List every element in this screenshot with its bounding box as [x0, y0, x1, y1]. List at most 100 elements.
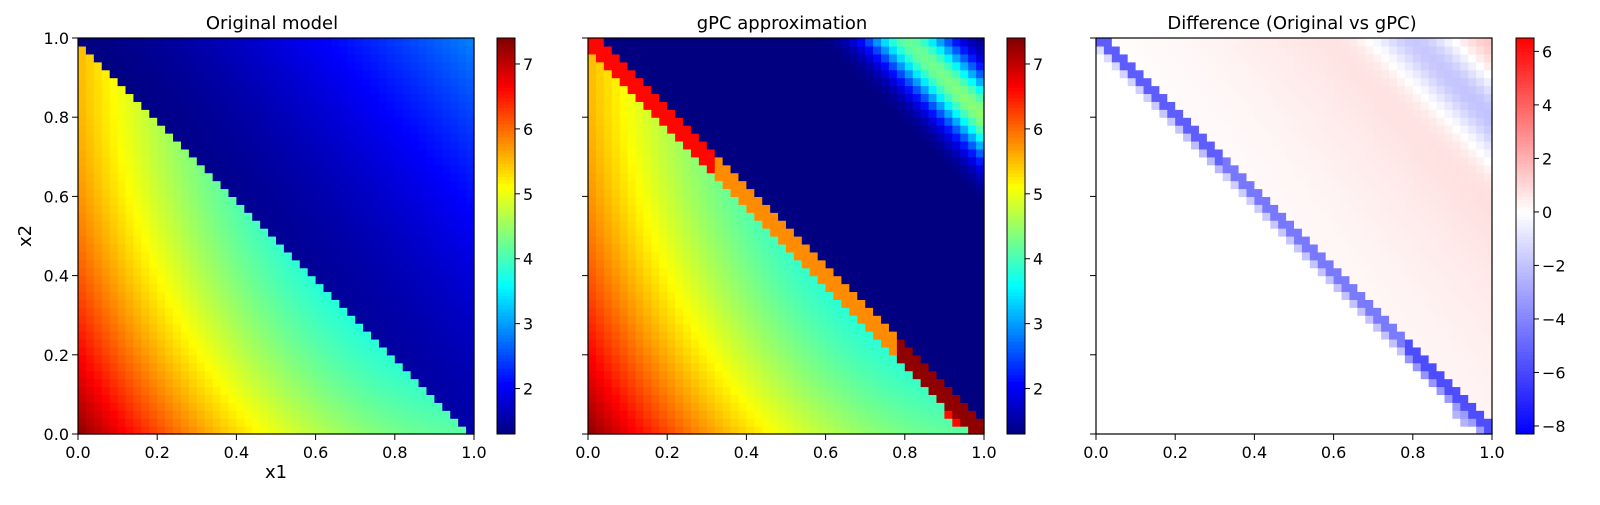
- heat-cell: [826, 307, 835, 316]
- heat-cell: [731, 410, 740, 419]
- heat-cell: [952, 347, 961, 356]
- heat-cell: [802, 157, 811, 166]
- heat-cell: [778, 220, 787, 229]
- heat-cell: [857, 101, 866, 110]
- heat-cell: [952, 291, 961, 300]
- heat-cell: [466, 410, 475, 419]
- heat-cell: [347, 307, 356, 316]
- heat-cell: [881, 323, 890, 332]
- heat-cell: [683, 101, 692, 110]
- heat-cell: [834, 70, 843, 79]
- heat-cell: [228, 149, 237, 158]
- heat-cell: [738, 228, 747, 237]
- heat-cell: [810, 204, 819, 213]
- heat-cell: [826, 402, 835, 411]
- heat-cell: [347, 284, 356, 293]
- heat-cell: [419, 78, 428, 87]
- heat-cell: [395, 347, 404, 356]
- heat-cell: [921, 276, 930, 285]
- heat-cell: [588, 212, 597, 221]
- heat-cell: [284, 402, 293, 411]
- heat-cell: [102, 70, 111, 79]
- heat-cell: [331, 386, 340, 395]
- colorbar-segment: [497, 163, 515, 167]
- heat-cell: [723, 402, 732, 411]
- heat-cell: [960, 125, 969, 134]
- heat-cell: [466, 371, 475, 380]
- heat-cell: [450, 323, 459, 332]
- heat-cell: [466, 78, 475, 87]
- heat-cell: [738, 181, 747, 190]
- heat-cell: [818, 339, 827, 348]
- heat-cell: [276, 157, 285, 166]
- heat-cell: [794, 196, 803, 205]
- heat-cell: [308, 299, 317, 308]
- heat-cell: [141, 212, 150, 221]
- heat-cell: [936, 141, 945, 150]
- heat-cell: [620, 149, 629, 158]
- heat-cell: [905, 363, 914, 372]
- heat-cell: [102, 117, 111, 126]
- heat-cell: [778, 86, 787, 95]
- heat-cell: [118, 204, 127, 213]
- heat-cell: [707, 394, 716, 403]
- colorbar-segment: [497, 312, 515, 316]
- heat-cell: [643, 339, 652, 348]
- heat-cell: [620, 133, 629, 142]
- heat-cell: [355, 133, 364, 142]
- heat-cell: [442, 299, 451, 308]
- heat-cell: [715, 62, 724, 71]
- heat-cell: [189, 133, 198, 142]
- heat-cell: [651, 371, 660, 380]
- heat-cell: [94, 363, 103, 372]
- heat-cell: [300, 204, 309, 213]
- heat-cell: [371, 149, 380, 158]
- heat-cell: [450, 149, 459, 158]
- heat-cell: [133, 371, 142, 380]
- heat-cell: [403, 402, 412, 411]
- heat-cell: [466, 46, 475, 55]
- heat-cell: [889, 260, 898, 269]
- heat-cell: [450, 379, 459, 388]
- colorbar-segment: [497, 170, 515, 174]
- heat-cell: [968, 236, 977, 245]
- heat-cell: [363, 339, 372, 348]
- heat-cell: [873, 181, 882, 190]
- heatmap-original: [78, 38, 475, 435]
- heat-cell: [363, 62, 372, 71]
- heat-cell: [260, 196, 269, 205]
- heat-cell: [651, 426, 660, 435]
- heat-cell: [857, 109, 866, 118]
- heat-cell: [731, 125, 740, 134]
- heat-cell: [133, 204, 142, 213]
- heat-cell: [426, 212, 435, 221]
- heat-cell: [403, 339, 412, 348]
- heat-cell: [596, 331, 605, 340]
- heat-cell: [284, 181, 293, 190]
- heat-cell: [331, 307, 340, 316]
- heat-cell: [897, 157, 906, 166]
- heat-cell: [403, 212, 412, 221]
- heat-cell: [189, 379, 198, 388]
- heat-cell: [118, 181, 127, 190]
- heat-cell: [228, 418, 237, 427]
- heat-cell: [826, 236, 835, 245]
- heat-cell: [921, 173, 930, 182]
- heat-cell: [667, 371, 676, 380]
- heat-cell: [818, 93, 827, 102]
- heat-cell: [620, 268, 629, 277]
- heat-cell: [794, 363, 803, 372]
- heat-cell: [173, 220, 182, 229]
- heat-cell: [157, 157, 166, 166]
- heat-cell: [818, 204, 827, 213]
- heat-cell: [976, 141, 985, 150]
- heat-cell: [794, 268, 803, 277]
- heat-cell: [731, 371, 740, 380]
- heat-cell: [620, 355, 629, 364]
- heat-cell: [268, 181, 277, 190]
- heat-cell: [723, 125, 732, 134]
- heat-cell: [102, 386, 111, 395]
- heat-cell: [284, 62, 293, 71]
- heat-cell: [620, 78, 629, 87]
- heat-cell: [411, 299, 420, 308]
